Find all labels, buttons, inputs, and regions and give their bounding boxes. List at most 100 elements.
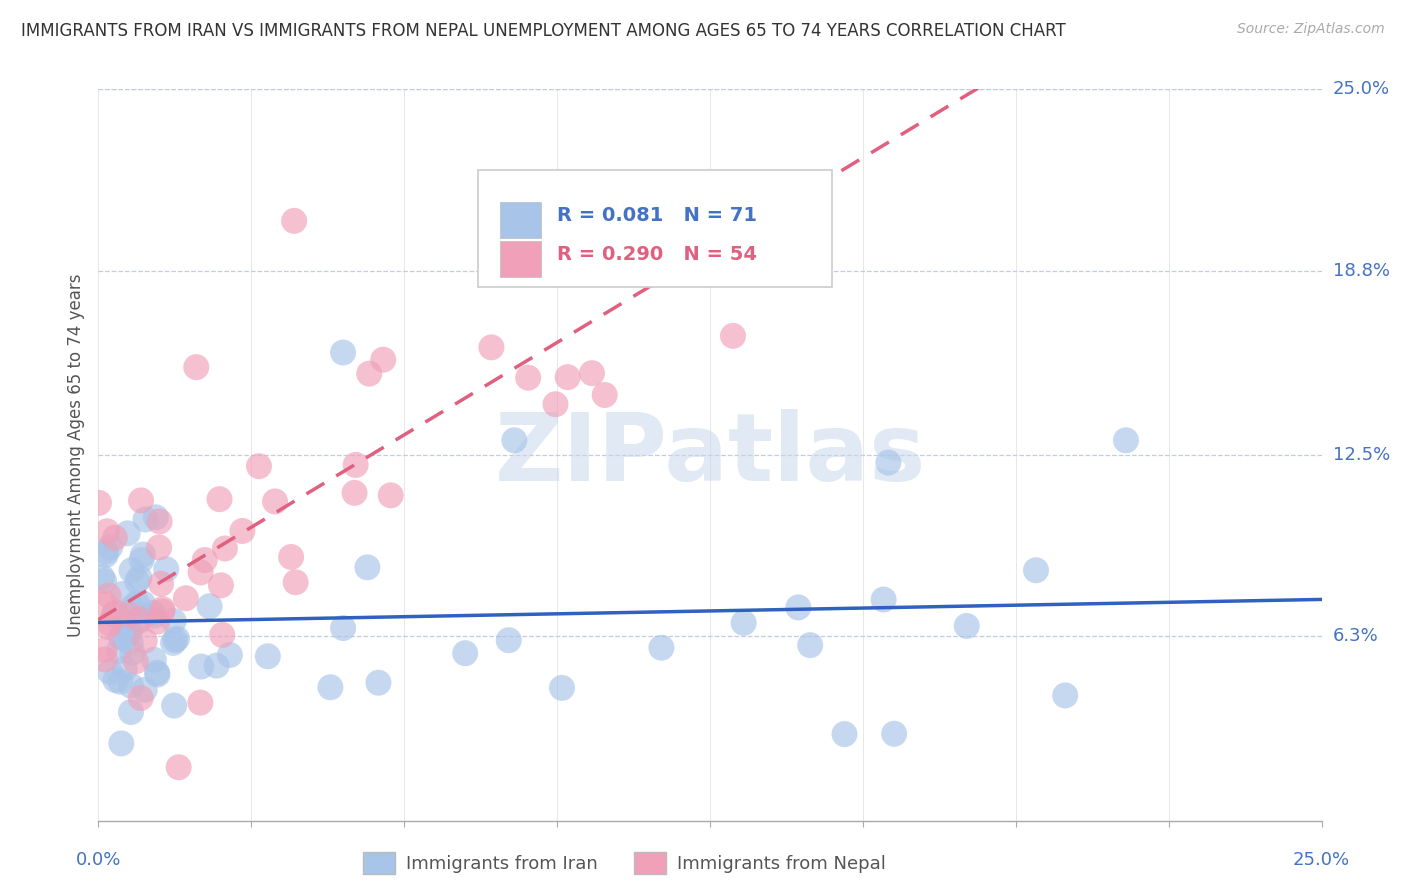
Point	[121, 563, 143, 577]
Point	[498, 633, 520, 648]
Point	[134, 512, 156, 526]
Point	[211, 628, 233, 642]
Point	[127, 574, 149, 589]
Point	[356, 560, 378, 574]
FancyBboxPatch shape	[478, 169, 832, 286]
Point	[128, 612, 150, 626]
Point	[247, 459, 270, 474]
Point	[96, 524, 118, 539]
Point	[93, 642, 115, 657]
Point	[280, 549, 302, 564]
Point	[132, 597, 155, 611]
Text: 0.0%: 0.0%	[76, 851, 121, 869]
Text: 25.0%: 25.0%	[1333, 80, 1391, 98]
Point	[198, 599, 221, 614]
Point	[142, 606, 165, 620]
Point	[129, 691, 152, 706]
Point	[872, 592, 894, 607]
Point	[359, 367, 381, 381]
Point	[98, 540, 121, 554]
Point	[120, 636, 142, 650]
Point	[284, 575, 307, 590]
Point	[1115, 434, 1137, 448]
Text: R = 0.081   N = 71: R = 0.081 N = 71	[557, 206, 756, 226]
Point	[481, 340, 503, 354]
Point	[205, 658, 228, 673]
Point	[956, 619, 979, 633]
Point	[112, 587, 135, 601]
Point	[332, 345, 354, 359]
Point	[120, 705, 142, 719]
Point	[121, 600, 143, 615]
Point	[110, 674, 132, 689]
Point	[127, 615, 149, 629]
Point	[190, 659, 212, 673]
Point	[125, 596, 148, 610]
Point	[163, 698, 186, 713]
Point	[117, 526, 139, 541]
Point	[650, 640, 672, 655]
Point	[544, 397, 567, 411]
Point	[503, 434, 526, 448]
Y-axis label: Unemployment Among Ages 65 to 74 years: Unemployment Among Ages 65 to 74 years	[66, 273, 84, 637]
Point	[613, 227, 636, 242]
Point	[146, 665, 169, 680]
Text: IMMIGRANTS FROM IRAN VS IMMIGRANTS FROM NEPAL UNEMPLOYMENT AMONG AGES 65 TO 74 Y: IMMIGRANTS FROM IRAN VS IMMIGRANTS FROM …	[21, 22, 1066, 40]
Text: ZIPatlas: ZIPatlas	[495, 409, 925, 501]
FancyBboxPatch shape	[499, 202, 541, 238]
Point	[104, 673, 127, 687]
Point	[117, 627, 139, 641]
Point	[120, 679, 142, 693]
Point	[152, 602, 174, 616]
Point	[721, 329, 744, 343]
Point	[98, 616, 121, 631]
Point	[454, 646, 477, 660]
Point	[146, 667, 169, 681]
Point	[129, 493, 152, 508]
Point	[97, 620, 120, 634]
Text: Source: ZipAtlas.com: Source: ZipAtlas.com	[1237, 22, 1385, 37]
Point	[150, 576, 173, 591]
Point	[87, 496, 110, 510]
Point	[152, 605, 174, 619]
Point	[97, 589, 120, 603]
Point	[174, 591, 197, 606]
Point	[118, 623, 141, 637]
Point	[367, 675, 389, 690]
Point	[134, 682, 156, 697]
Point	[114, 662, 136, 676]
Point	[166, 632, 188, 646]
Point	[787, 600, 810, 615]
Point	[380, 488, 402, 502]
Point	[117, 607, 139, 622]
Point	[799, 638, 821, 652]
Point	[94, 652, 117, 666]
Point	[633, 208, 655, 222]
Point	[110, 631, 132, 645]
Point	[186, 360, 208, 375]
Text: 12.5%: 12.5%	[1333, 446, 1391, 464]
Point	[517, 370, 540, 384]
Point	[110, 736, 132, 750]
Point	[98, 665, 121, 679]
Point	[214, 541, 236, 556]
Point	[142, 653, 165, 667]
Point	[209, 578, 232, 592]
Point	[121, 646, 143, 660]
Point	[108, 644, 131, 658]
Point	[104, 531, 127, 545]
Point	[93, 574, 115, 588]
Point	[112, 631, 135, 645]
Point	[883, 727, 905, 741]
Point	[208, 492, 231, 507]
Text: 6.3%: 6.3%	[1333, 627, 1378, 645]
Point	[148, 541, 170, 555]
Point	[623, 252, 645, 267]
Point	[131, 553, 153, 567]
Point	[128, 571, 150, 585]
Point	[557, 370, 579, 384]
Point	[125, 654, 148, 668]
Point	[343, 486, 366, 500]
Point	[283, 214, 305, 228]
Text: 25.0%: 25.0%	[1294, 851, 1350, 869]
